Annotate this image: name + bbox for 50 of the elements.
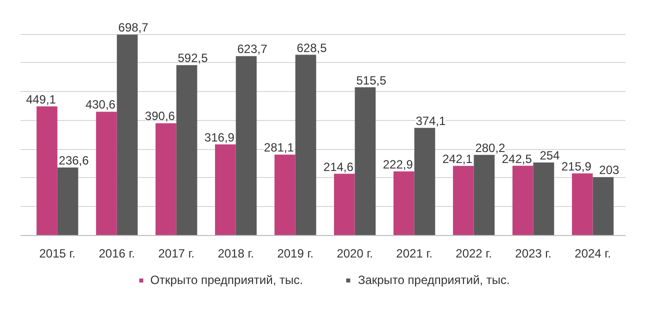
bar — [236, 56, 257, 236]
bar — [156, 123, 176, 236]
bar — [414, 128, 436, 236]
bar — [295, 54, 316, 236]
data-label: 515,5 — [356, 73, 387, 88]
bar — [334, 174, 355, 236]
x-tick-label: 2020 г. — [336, 246, 373, 260]
data-label: 623,7 — [237, 42, 268, 56]
data-label: 592,5 — [178, 51, 208, 66]
bar — [215, 144, 236, 236]
x-tick-label: 2021 г. — [396, 246, 432, 260]
bar — [452, 166, 474, 236]
data-label: 222,9 — [382, 157, 414, 172]
x-tick-label: 2019 г. — [277, 246, 314, 260]
data-label: 236,6 — [58, 153, 90, 168]
x-tick-label: 2015 г. — [39, 246, 76, 260]
bar — [393, 171, 414, 236]
bar — [176, 65, 198, 236]
data-label: 214,6 — [323, 160, 354, 174]
bar — [354, 87, 376, 236]
x-tick-label: 2017 г. — [158, 246, 195, 260]
x-tick-label: 2022 г. — [456, 246, 492, 260]
data-label: 316,9 — [204, 130, 235, 144]
data-label: 430,6 — [85, 98, 116, 112]
bar — [96, 112, 117, 236]
bar — [57, 167, 78, 236]
data-label: 628,5 — [296, 40, 328, 55]
x-tick-label: 2023 г. — [515, 246, 552, 260]
data-label: 203 — [599, 163, 620, 178]
x-tick-label: 2016 г. — [98, 246, 136, 260]
bar — [533, 162, 554, 236]
bar — [274, 154, 296, 236]
bar — [36, 106, 58, 236]
x-tick-label: 2018 г. — [218, 246, 254, 260]
data-label: 281,1 — [264, 140, 294, 155]
data-label: 374,1 — [416, 114, 446, 128]
legend-label: Закрыто предприятий, тыс. — [358, 273, 510, 287]
data-label: 390,6 — [144, 109, 176, 124]
data-label: 449,1 — [26, 92, 56, 106]
data-label: 254 — [540, 148, 560, 162]
legend-label: Открыто предприятий, тыс. — [150, 273, 303, 287]
bar — [512, 166, 534, 236]
data-label: 215,9 — [561, 159, 592, 174]
bar — [474, 154, 495, 236]
x-tick-label: 2024 г. — [574, 246, 611, 260]
bar — [116, 34, 138, 236]
bar — [572, 173, 593, 236]
bar — [592, 177, 614, 236]
data-label: 698,7 — [118, 20, 149, 35]
data-label: 242,1 — [442, 152, 473, 166]
